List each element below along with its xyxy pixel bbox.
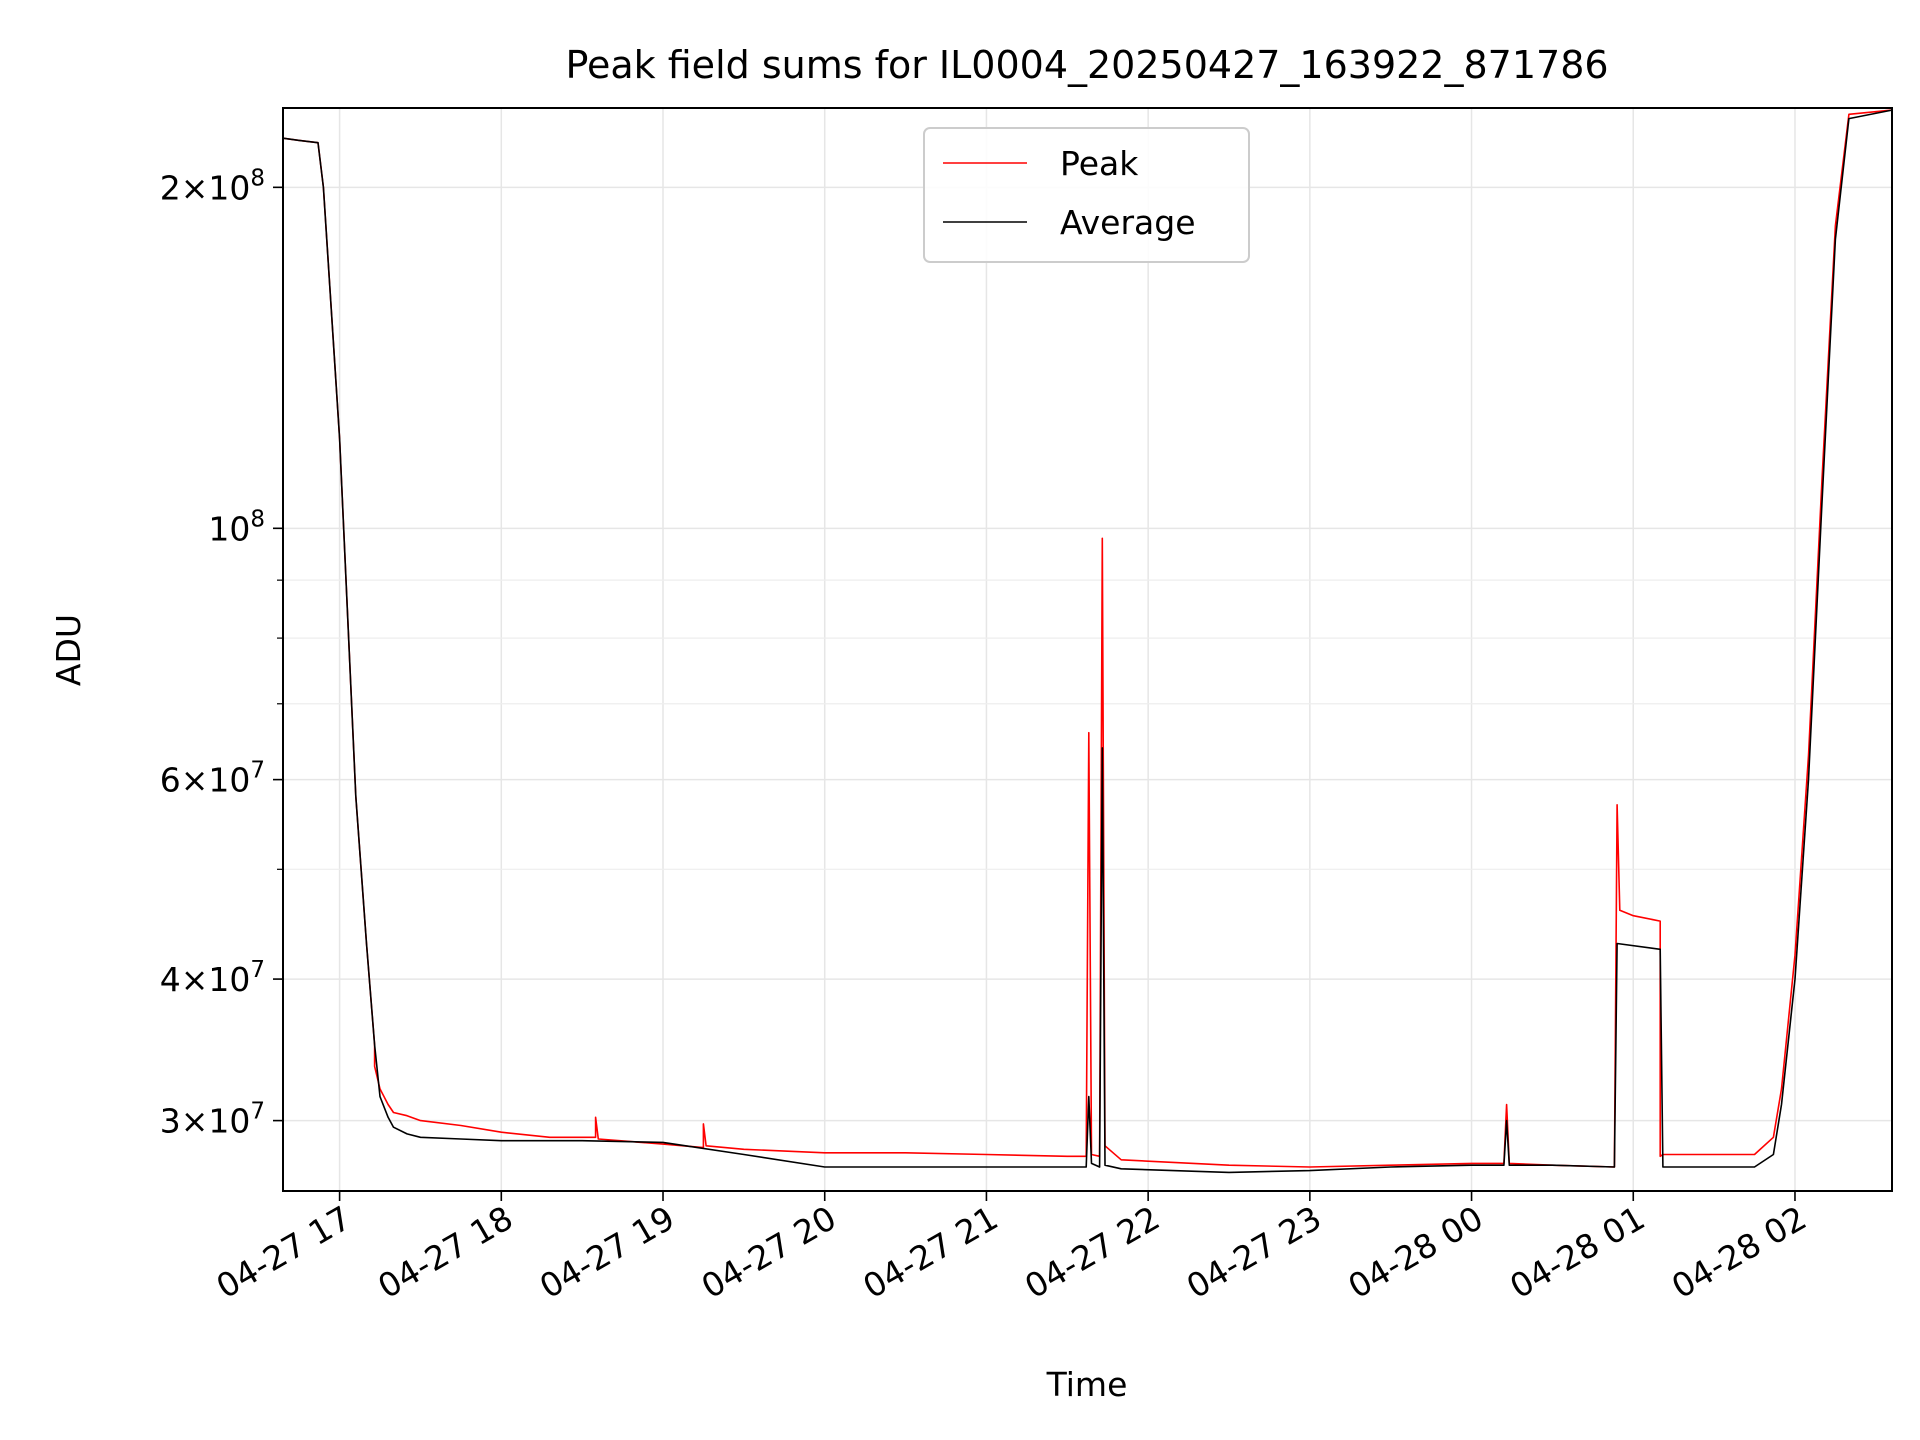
y-tick-label: 108 [208, 506, 265, 548]
y-axis-label: ADU [49, 614, 88, 686]
legend: Peak Average [923, 127, 1250, 263]
chart-title: Peak field sums for IL0004_20250427_1639… [565, 43, 1608, 87]
axes-frame [282, 107, 1893, 1192]
x-axis-label: Time [1046, 1365, 1128, 1404]
legend-box [923, 127, 1250, 263]
legend-average-label: Average [1060, 203, 1196, 242]
y-tick-label: 2×108 [160, 165, 265, 207]
y-axis: 3×107 4×107 6×107 108 2×108 [160, 165, 283, 1141]
series-average-line [283, 109, 1892, 1174]
series-layer [283, 109, 1892, 1174]
y-tick-label: 4×107 [160, 957, 265, 999]
y-tick-label: 3×107 [160, 1099, 265, 1141]
y-tick-label: 6×107 [160, 758, 265, 800]
legend-peak-label: Peak [1060, 144, 1139, 183]
